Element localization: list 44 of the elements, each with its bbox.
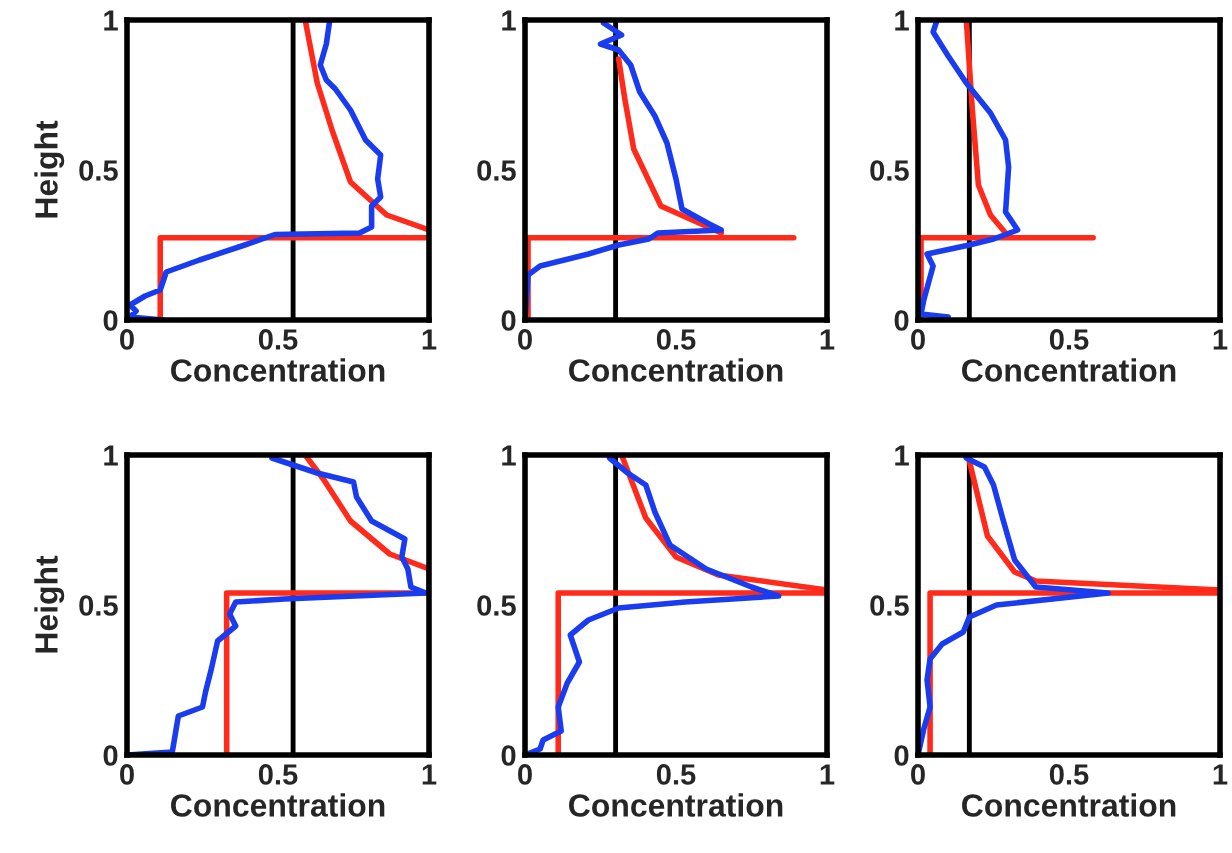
y-tick-label: 0.5 <box>870 595 909 616</box>
y-tick-label: 1 <box>502 445 516 466</box>
y-tick-label: 0.5 <box>79 160 118 181</box>
y-axis-title: Height <box>34 120 65 218</box>
x-tick-label: 0 <box>911 764 925 785</box>
x-tick-label: 0 <box>518 329 532 350</box>
y-tick-label: 0 <box>103 310 118 331</box>
x-axis-title: Concentration <box>171 793 385 817</box>
y-tick-label: 0 <box>894 745 909 766</box>
y-tick-label: 0 <box>501 310 516 331</box>
y-tick-label: 1 <box>104 445 118 466</box>
y-tick-label: 0.5 <box>477 595 516 616</box>
x-tick-label: 0.5 <box>1049 329 1089 350</box>
y-tick-label: 0 <box>894 310 909 331</box>
x-tick-label: 0.5 <box>1049 764 1089 785</box>
x-axis-title: Concentration <box>962 793 1176 817</box>
x-tick-label: 0 <box>911 329 925 350</box>
x-axis-title: Concentration <box>569 358 783 382</box>
y-tick-label: 1 <box>104 10 118 31</box>
x-axis-title: Concentration <box>171 358 385 382</box>
x-tick-label: 0 <box>120 329 134 350</box>
x-tick-label: 1 <box>1213 329 1228 350</box>
x-axis-title: Concentration <box>962 358 1176 382</box>
y-tick-label: 0 <box>103 745 118 766</box>
y-tick-label: 0.5 <box>79 595 118 616</box>
x-tick-label: 1 <box>422 764 437 785</box>
x-tick-label: 0 <box>120 764 134 785</box>
x-axis-title: Concentration <box>569 793 783 817</box>
y-tick-label: 1 <box>895 445 909 466</box>
x-tick-label: 1 <box>820 329 835 350</box>
x-tick-label: 0.5 <box>258 329 298 350</box>
y-tick-label: 0.5 <box>477 160 516 181</box>
x-tick-label: 0.5 <box>656 764 696 785</box>
x-tick-label: 1 <box>1213 764 1228 785</box>
x-tick-label: 1 <box>422 329 437 350</box>
y-tick-label: 1 <box>895 10 909 31</box>
x-tick-label: 0 <box>518 764 532 785</box>
x-tick-label: 1 <box>820 764 835 785</box>
x-tick-label: 0.5 <box>656 329 696 350</box>
x-tick-label: 0.5 <box>258 764 298 785</box>
y-axis-title: Height <box>34 555 65 653</box>
y-tick-label: 1 <box>502 10 516 31</box>
y-tick-label: 0 <box>501 745 516 766</box>
y-tick-label: 0.5 <box>870 160 909 181</box>
